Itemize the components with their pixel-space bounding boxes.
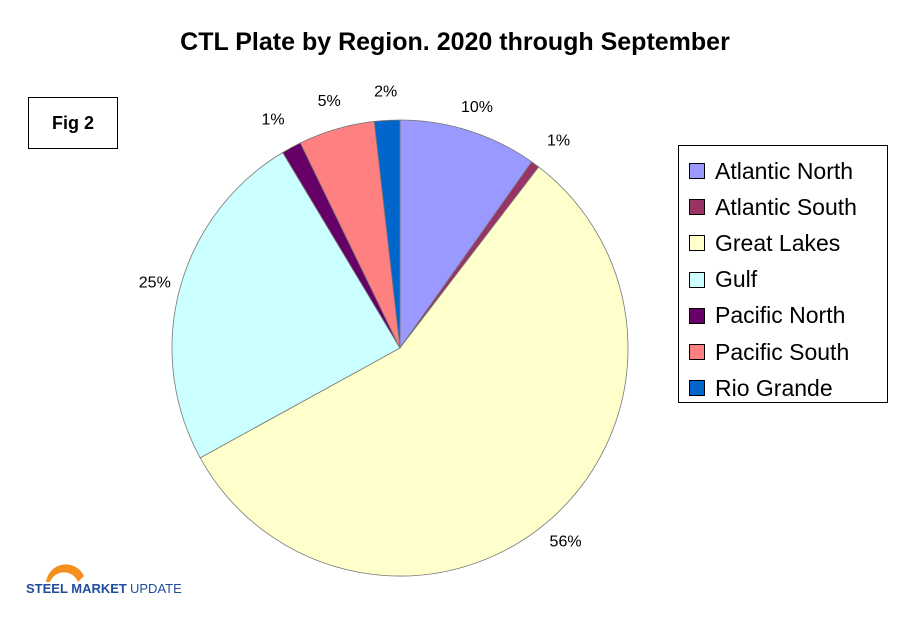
legend-label: Atlantic North	[715, 157, 854, 184]
data-label: 1%	[261, 112, 284, 129]
legend-label: Pacific South	[715, 338, 850, 365]
legend-item: Pacific South	[689, 334, 887, 370]
legend-item: Atlantic South	[689, 189, 887, 225]
legend-label: Atlantic South	[715, 193, 857, 220]
legend-label: Rio Grande	[715, 374, 833, 401]
svg-text:STEEL MARKET: STEEL MARKET	[26, 581, 127, 596]
data-label: 56%	[550, 534, 582, 551]
legend-swatch	[689, 271, 705, 288]
legend-item: Rio Grande	[689, 370, 887, 406]
data-label: 5%	[318, 93, 341, 110]
data-label: 25%	[139, 275, 171, 292]
svg-text:UPDATE: UPDATE	[130, 581, 182, 596]
legend-label: Pacific North	[715, 302, 846, 329]
data-label: 1%	[547, 132, 570, 149]
legend-label: Great Lakes	[715, 229, 841, 256]
legend-swatch	[689, 344, 705, 361]
legend-item: Great Lakes	[689, 225, 887, 261]
legend-label: Gulf	[715, 266, 758, 293]
chart-title: CTL Plate by Region. 2020 through Septem…	[180, 28, 730, 56]
pie-slice-rio-grande	[373, 119, 401, 349]
figure-label: Fig 2	[28, 97, 118, 149]
legend-swatch	[689, 235, 705, 252]
legend-swatch	[689, 199, 705, 216]
data-label: 2%	[374, 83, 397, 100]
pie-slice-gulf	[171, 151, 401, 459]
legend-item: Pacific North	[689, 298, 887, 334]
legend-swatch	[689, 307, 705, 324]
legend-item: Gulf	[689, 262, 887, 298]
data-label: 10%	[461, 99, 493, 116]
pie-slice-great-lakes	[199, 166, 629, 577]
legend-item: Atlantic North	[689, 153, 887, 189]
legend: Atlantic North Atlantic South Great Lakes G…	[678, 145, 888, 403]
legend-swatch	[689, 380, 705, 397]
steel-market-update-logo: STEEL MARKET UPDATE	[26, 560, 196, 605]
pie-slice-atlantic-north	[399, 119, 533, 350]
legend-swatch	[689, 163, 705, 180]
logo-graphic: STEEL MARKET UPDATE	[26, 564, 182, 596]
